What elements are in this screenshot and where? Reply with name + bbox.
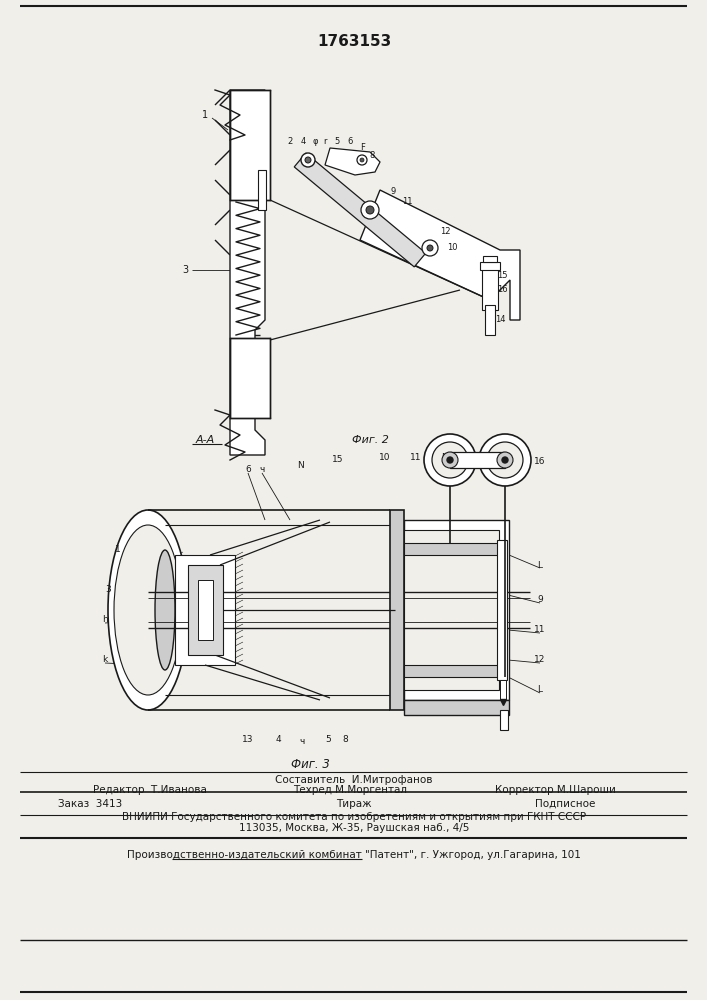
Text: Заказ  3413: Заказ 3413 [58, 799, 122, 809]
Text: 113035, Москва, Ж-35, Раушская наб., 4/5: 113035, Москва, Ж-35, Раушская наб., 4/5 [239, 823, 469, 833]
Bar [404, 700, 509, 715]
Circle shape [447, 457, 453, 463]
Text: А-А: А-А [195, 435, 215, 445]
Text: 9: 9 [390, 188, 396, 196]
Text: 6: 6 [347, 137, 353, 146]
Text: 3: 3 [182, 265, 188, 275]
Text: ч: ч [299, 738, 305, 746]
Text: Составитель  И.Митрофанов: Составитель И.Митрофанов [275, 775, 433, 785]
Bar [480, 262, 500, 270]
Circle shape [357, 155, 367, 165]
Circle shape [305, 157, 311, 163]
Text: 10: 10 [379, 454, 391, 462]
Bar [500, 710, 508, 730]
Text: 10: 10 [447, 243, 457, 252]
Bar [404, 665, 499, 677]
Text: 12: 12 [440, 228, 450, 236]
Text: 14: 14 [495, 316, 506, 324]
Bar [390, 510, 404, 710]
Text: Фиг. 2: Фиг. 2 [351, 435, 388, 445]
Text: 5: 5 [334, 137, 339, 146]
Text: 3: 3 [105, 585, 111, 594]
Text: L: L [537, 686, 542, 694]
Text: 6: 6 [245, 466, 251, 475]
Text: 12: 12 [534, 656, 546, 664]
Ellipse shape [108, 510, 188, 710]
Circle shape [366, 206, 374, 214]
Bar [258, 170, 266, 210]
Circle shape [422, 240, 438, 256]
Text: Производственно-издательский комбинат "Патент", г. Ужгород, ул.Гагарина, 101: Производственно-издательский комбинат "П… [127, 850, 581, 860]
Text: ВНИИПИ Государственного комитета по изобретениям и открытиям при ГКНТ СССР: ВНИИПИ Государственного комитета по изоб… [122, 812, 586, 822]
Text: 8: 8 [369, 150, 375, 159]
Circle shape [479, 434, 531, 486]
Text: r: r [323, 137, 327, 146]
Text: 1: 1 [115, 546, 121, 554]
Text: 11: 11 [410, 454, 422, 462]
Polygon shape [294, 153, 426, 267]
Polygon shape [230, 90, 265, 455]
Bar [483, 256, 497, 262]
Bar [230, 90, 270, 200]
Text: Тираж: Тираж [337, 799, 372, 809]
Polygon shape [325, 148, 380, 175]
Text: ч: ч [259, 466, 264, 475]
Text: φ: φ [312, 137, 317, 146]
Text: 4: 4 [275, 736, 281, 744]
Circle shape [502, 457, 508, 463]
Text: 11: 11 [534, 626, 546, 635]
Text: 4: 4 [300, 137, 305, 146]
Bar [404, 520, 509, 700]
Ellipse shape [114, 525, 182, 695]
Bar [404, 530, 499, 690]
Text: 9: 9 [537, 595, 543, 604]
Circle shape [497, 452, 513, 468]
Text: Техред М.Моргентал: Техред М.Моргентал [293, 785, 407, 795]
Bar [485, 305, 495, 335]
Text: Фиг. 3: Фиг. 3 [291, 758, 329, 772]
Bar [404, 543, 499, 555]
Text: F: F [361, 143, 366, 152]
Polygon shape [360, 190, 520, 320]
Text: 13: 13 [243, 736, 254, 744]
Bar [198, 580, 213, 640]
Text: 15: 15 [332, 456, 344, 464]
Text: 5: 5 [325, 736, 331, 744]
Bar [482, 265, 498, 310]
Text: k: k [103, 656, 107, 664]
Text: h: h [102, 615, 108, 624]
Bar [450, 452, 505, 468]
Text: Редактор  Т.Иванова: Редактор Т.Иванова [93, 785, 207, 795]
Ellipse shape [155, 550, 175, 670]
Circle shape [361, 201, 379, 219]
Text: 1: 1 [202, 110, 208, 120]
Circle shape [301, 153, 315, 167]
Circle shape [427, 245, 433, 251]
Circle shape [487, 442, 523, 478]
Circle shape [360, 158, 364, 162]
Text: 16: 16 [534, 458, 546, 466]
Bar [175, 555, 235, 665]
Circle shape [442, 452, 458, 468]
Bar [188, 565, 223, 655]
Circle shape [424, 434, 476, 486]
Text: Подписное: Подписное [534, 799, 595, 809]
Text: 16: 16 [497, 286, 508, 294]
Text: 11: 11 [402, 198, 412, 207]
Text: N: N [297, 460, 303, 470]
Text: М: М [441, 454, 449, 462]
Bar [230, 338, 270, 418]
Text: 15: 15 [497, 270, 507, 279]
Text: 1763153: 1763153 [317, 34, 391, 49]
Text: Корректор М.Шароши: Корректор М.Шароши [495, 785, 615, 795]
Circle shape [432, 442, 468, 478]
Bar [500, 680, 506, 700]
Text: 8: 8 [342, 736, 348, 744]
Text: 2: 2 [287, 137, 293, 146]
Text: L: L [537, 560, 542, 570]
Bar [497, 540, 507, 680]
